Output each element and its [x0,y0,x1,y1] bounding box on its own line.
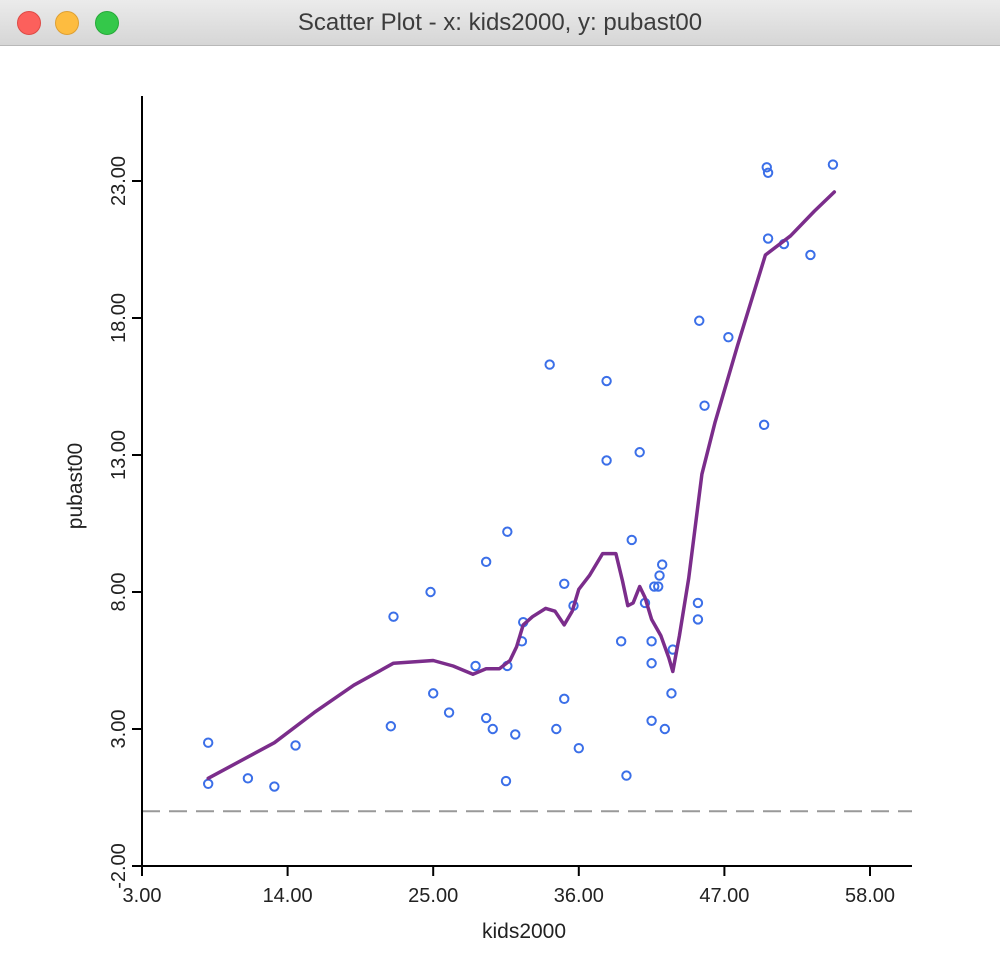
minimize-window-button[interactable] [55,11,79,35]
maximize-window-button[interactable] [95,11,119,35]
data-point[interactable] [425,586,436,598]
data-point[interactable] [827,159,839,170]
close-window-button[interactable] [17,11,41,35]
plot-area[interactable]: 3.00 14.00 25.00 36.00 47.00 58.00 -2.00 3.00 8.… [0,46,1000,956]
data-point[interactable] [634,447,645,458]
window-titlebar[interactable]: Scatter Plot - x: kids2000, y: pubast00 [0,0,1000,46]
data-point[interactable] [666,688,677,699]
y-tick-label: -2.00 [108,843,130,889]
data-point[interactable] [480,556,492,568]
y-tick-label: 18.00 [108,293,130,343]
y-tick-label: 23.00 [108,156,130,206]
data-point[interactable] [510,729,521,740]
data-point[interactable] [659,723,671,735]
data-point[interactable] [428,688,439,699]
y-tick-label: 13.00 [108,430,130,480]
y-tick-label: 8.00 [108,573,130,612]
data-point[interactable] [762,167,774,178]
data-point[interactable] [656,559,668,570]
data-point[interactable] [723,331,734,343]
data-point[interactable] [551,723,562,735]
data-point[interactable] [242,773,254,784]
data-point[interactable] [480,712,492,724]
data-point[interactable] [470,660,481,672]
axes-group: 3.00 14.00 25.00 36.00 47.00 58.00-2.003.008.… [108,96,912,907]
data-point[interactable] [601,375,612,387]
data-point[interactable] [758,419,770,431]
data-point[interactable] [692,597,704,609]
data-point[interactable] [573,742,584,754]
data-point[interactable] [762,233,774,244]
scatter-plot-chart[interactable]: 3.00 14.00 25.00 36.00 47.00 58.00-2.003.008.… [0,46,1000,956]
x-tick-label: 14.00 [263,885,313,907]
data-point[interactable] [653,581,664,592]
y-tick-label: 3.00 [108,710,130,749]
data-point[interactable] [699,400,710,411]
data-point[interactable] [559,693,570,705]
data-point[interactable] [761,162,772,173]
data-point[interactable] [559,578,570,589]
data-point[interactable] [646,715,657,726]
data-point[interactable] [385,721,397,732]
x-tick-label: 25.00 [408,885,458,907]
data-point[interactable] [487,723,498,735]
data-point[interactable] [805,249,816,261]
data-point[interactable] [500,775,512,787]
data-point[interactable] [692,614,704,625]
data-point[interactable] [649,581,660,592]
data-point[interactable] [202,737,214,748]
x-tick-label: 58.00 [845,885,895,907]
data-point[interactable] [621,770,632,781]
x-tick-label: 36.00 [554,885,604,907]
data-point[interactable] [443,707,455,718]
window-title: Scatter Plot - x: kids2000, y: pubast00 [297,9,703,36]
data-point[interactable] [202,778,214,789]
lowess-smoother-line [206,190,837,781]
data-point[interactable] [626,534,637,546]
data-point[interactable] [601,455,612,466]
data-point[interactable] [615,636,627,647]
data-point[interactable] [544,359,555,370]
x-tick-label: 47.00 [699,885,749,907]
y-axis-label: pubast00 [64,443,87,529]
data-points-group [202,159,839,792]
smoother-curve-group [206,190,837,781]
x-tick-label: 3.00 [123,885,162,907]
data-point[interactable] [646,658,657,669]
data-point[interactable] [646,636,657,647]
data-point[interactable] [502,526,513,537]
x-axis-label: kids2000 [482,920,566,943]
data-point[interactable] [654,570,665,581]
data-point[interactable] [269,781,280,792]
data-point[interactable] [694,315,705,326]
data-point[interactable] [388,611,399,622]
data-point[interactable] [290,740,301,751]
